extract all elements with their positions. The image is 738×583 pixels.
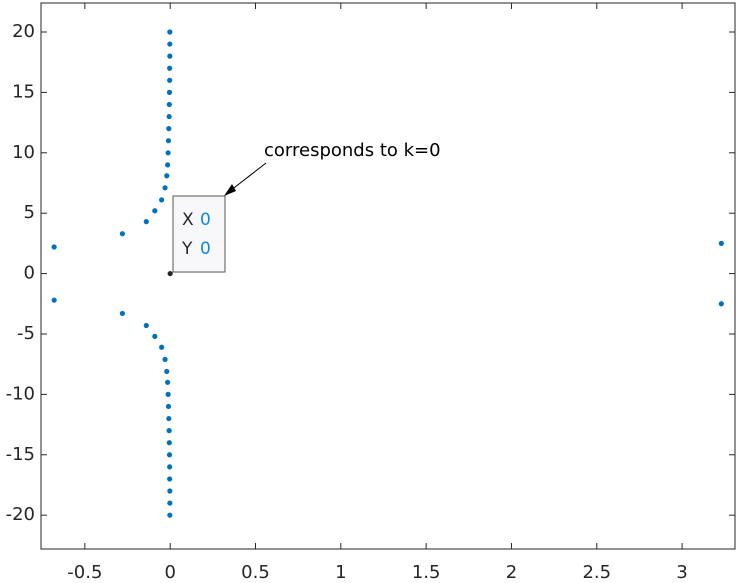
datatip-y-label: Y <box>181 239 193 259</box>
y-tick-label: 20 <box>12 21 35 42</box>
x-tick-label: 2 <box>506 562 517 583</box>
arrow-head <box>224 184 236 196</box>
datatip-x-value: 0 <box>200 210 211 230</box>
point <box>143 322 149 329</box>
point <box>167 512 173 518</box>
point <box>152 333 158 339</box>
datatip-x-label: X <box>182 210 194 230</box>
point <box>159 344 165 350</box>
point <box>166 440 172 446</box>
x-tick-label: 0.5 <box>241 562 270 583</box>
y-tick-label: -15 <box>6 444 35 465</box>
point <box>164 368 170 375</box>
point <box>166 126 172 132</box>
annotation: corresponds to k=0 <box>264 140 441 161</box>
point <box>167 53 173 59</box>
x-tick-label: 3 <box>676 562 687 583</box>
point <box>167 488 173 494</box>
point <box>166 415 172 422</box>
plot-area <box>40 2 736 550</box>
point <box>165 391 171 397</box>
point <box>167 41 173 47</box>
y-tick-label: 5 <box>24 202 35 223</box>
point <box>165 150 171 156</box>
x-tick-label: -0.5 <box>67 562 102 583</box>
point <box>167 464 173 470</box>
point <box>166 428 172 434</box>
point <box>165 379 171 385</box>
point <box>159 197 165 203</box>
x-tick-label: 1 <box>335 562 346 583</box>
point <box>143 219 149 225</box>
y-tick-label: 10 <box>12 142 35 163</box>
y-tick-label: -10 <box>6 383 35 404</box>
point <box>166 89 173 95</box>
y-tick-label: 15 <box>12 81 35 102</box>
point <box>165 162 171 168</box>
point <box>162 356 168 362</box>
point <box>51 244 57 250</box>
point <box>166 113 172 120</box>
point <box>119 310 125 317</box>
point <box>718 301 724 307</box>
point <box>51 297 57 303</box>
point <box>166 101 172 108</box>
y-tick-label: -20 <box>6 504 35 525</box>
point <box>167 500 173 506</box>
datatip-box <box>172 195 226 273</box>
point <box>167 270 173 277</box>
point <box>165 138 172 144</box>
point <box>162 185 168 191</box>
point <box>164 173 170 179</box>
point <box>167 476 173 482</box>
point <box>718 240 724 246</box>
point <box>119 231 125 237</box>
x-tick-label: 2.5 <box>582 562 611 583</box>
datatip: X 0 Y 0 <box>172 195 226 273</box>
y-tick-label: -5 <box>17 323 35 344</box>
x-tick-label: 1.5 <box>412 562 441 583</box>
point <box>152 208 158 214</box>
x-tick-label: 0 <box>164 562 175 583</box>
point <box>167 29 173 35</box>
point <box>167 65 173 71</box>
point <box>165 403 172 410</box>
point <box>167 77 173 83</box>
point <box>166 452 173 458</box>
arrow-line <box>229 162 267 192</box>
y-tick-label: 0 <box>24 263 35 284</box>
datatip-y-value: 0 <box>200 239 211 259</box>
